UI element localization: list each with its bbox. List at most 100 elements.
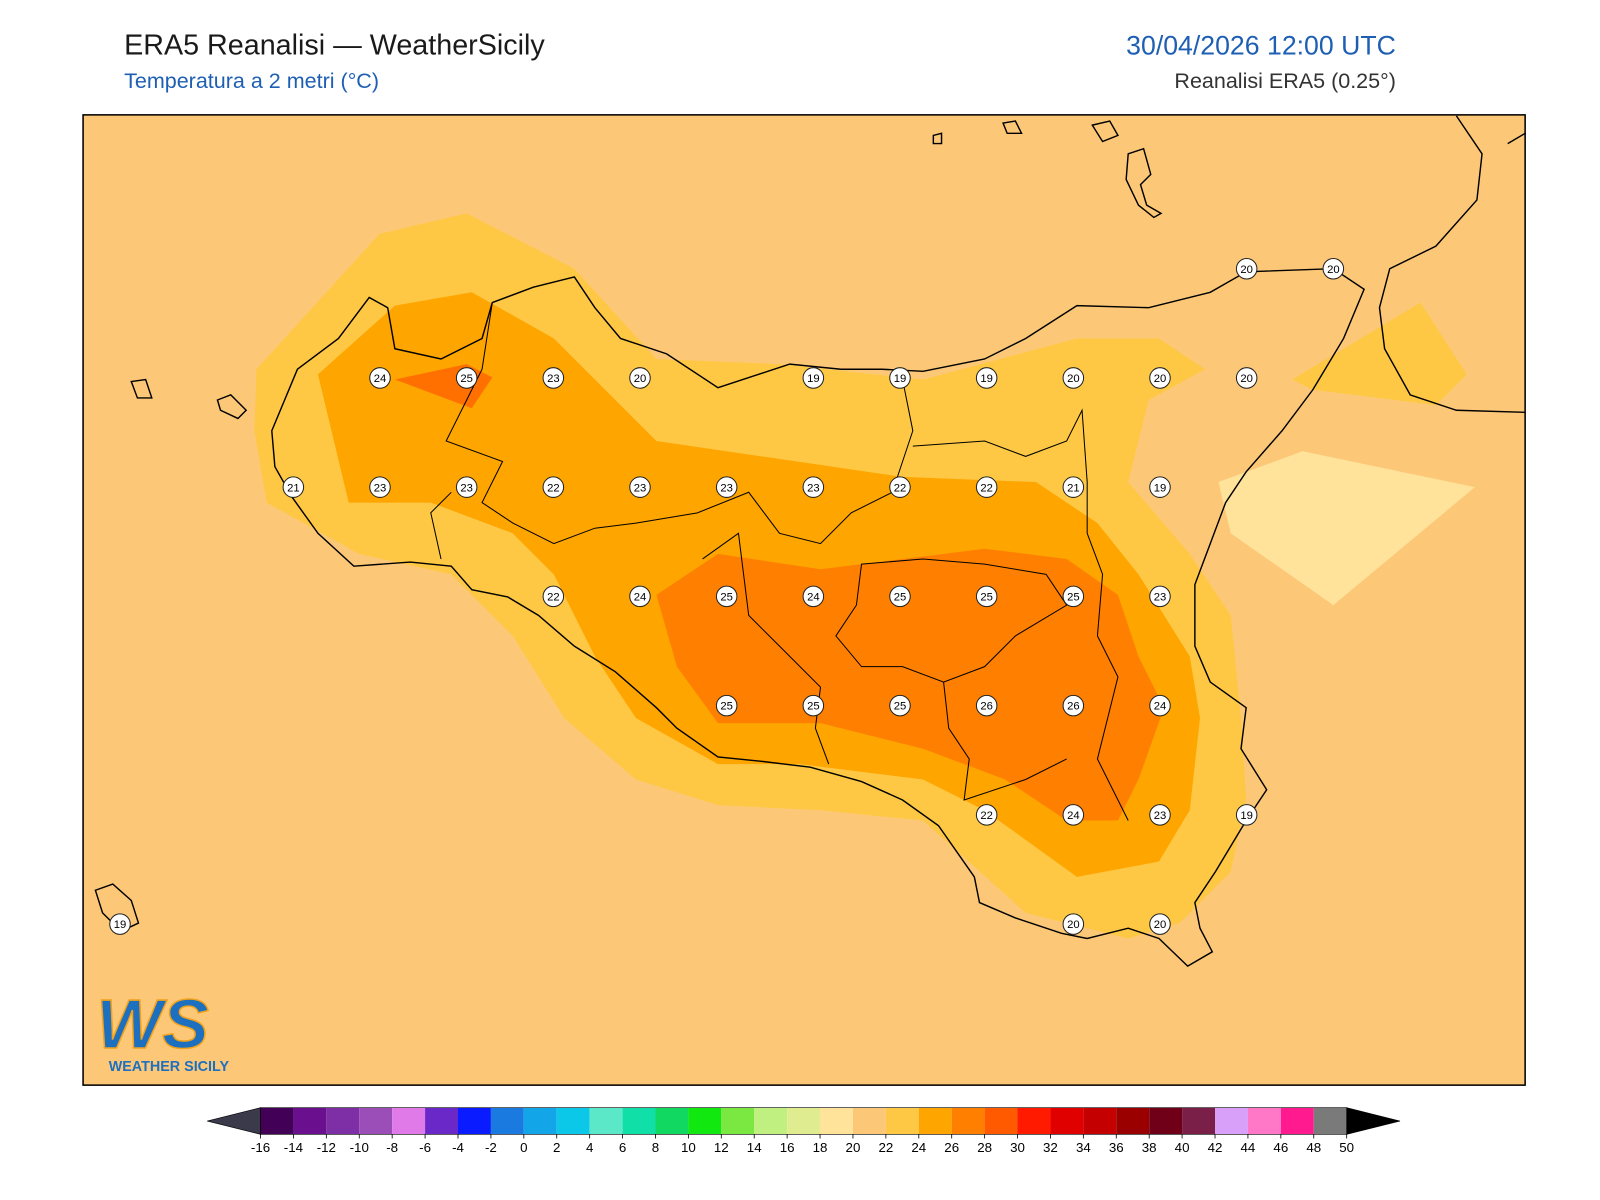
station-value: 23 — [634, 482, 647, 494]
station-marker — [455, 367, 478, 389]
station-value: 23 — [1154, 810, 1167, 822]
station-marker — [715, 585, 738, 608]
island — [1125, 147, 1163, 219]
station-value: 26 — [1067, 701, 1080, 713]
colorbar-swatch — [1215, 1107, 1248, 1135]
colorbar-tick-label: 32 — [1043, 1140, 1058, 1155]
province-border — [943, 681, 1067, 801]
station-value: 22 — [547, 482, 560, 494]
colorbar-tick-label: 4 — [586, 1140, 594, 1155]
station-marker — [1149, 694, 1171, 717]
station-value: 23 — [547, 373, 560, 385]
station-value: 19 — [114, 919, 127, 931]
colorbar-tick-label: 42 — [1208, 1140, 1223, 1155]
station-marker — [629, 585, 651, 608]
station-marker — [1149, 913, 1171, 935]
station-marker — [542, 585, 565, 608]
station-marker — [282, 476, 305, 498]
colorbar-tick-label: -16 — [251, 1140, 270, 1155]
station-value: 20 — [1067, 373, 1080, 385]
colorbar-tick-label: -8 — [386, 1140, 398, 1155]
colorbar-tick-label: -14 — [284, 1140, 304, 1155]
station-value: 25 — [1067, 592, 1080, 604]
station-marker — [975, 476, 998, 498]
province-border — [430, 491, 452, 560]
colorbar-tick-label: 12 — [714, 1140, 729, 1155]
island — [130, 378, 153, 399]
colorbar-tick-label: 28 — [977, 1140, 992, 1155]
province-border — [912, 408, 1129, 821]
station-marker — [109, 913, 131, 935]
station-value: 24 — [1154, 701, 1167, 713]
island — [94, 883, 140, 933]
station-value: 24 — [634, 592, 647, 604]
colorbar-swatch — [787, 1107, 821, 1135]
station-marker — [802, 585, 825, 608]
station-value: 20 — [1154, 919, 1167, 931]
station-value: 20 — [1240, 264, 1253, 276]
station-value: 25 — [807, 701, 820, 713]
colorbar-tick-label: 6 — [619, 1140, 626, 1155]
colorbar-swatch — [293, 1107, 327, 1135]
colorbar-tick-label: 34 — [1076, 1140, 1091, 1155]
colorbar-tick-label: 38 — [1142, 1140, 1157, 1155]
colorbar-tick-label: 40 — [1175, 1140, 1190, 1155]
station-value: 21 — [287, 482, 300, 494]
station-value: 22 — [980, 810, 993, 822]
colorbar-swatch — [655, 1107, 689, 1135]
colorbar-swatch — [457, 1107, 491, 1135]
colorbar-tick-label: 10 — [681, 1140, 696, 1155]
station-marker — [369, 476, 391, 498]
station-marker — [802, 476, 825, 498]
station-value: 23 — [720, 482, 733, 494]
province-border — [835, 558, 1068, 683]
station-value: 26 — [980, 701, 993, 713]
colorbar-swatch — [688, 1107, 722, 1135]
station-marker — [1149, 585, 1171, 608]
map-frame — [82, 114, 1526, 1086]
colorbar-swatch — [820, 1107, 853, 1135]
station-marker — [369, 367, 391, 389]
colorbar-swatch — [754, 1107, 788, 1135]
colorbar-tick-label: 16 — [780, 1140, 795, 1155]
colorbar-tick-label: 24 — [911, 1140, 926, 1155]
station-value: 20 — [1067, 919, 1080, 931]
station-value: 19 — [807, 373, 820, 385]
title: ERA5 Reanalisi — WeatherSicily — [124, 29, 545, 61]
station-marker — [975, 367, 998, 389]
colorbar-swatch — [885, 1107, 919, 1135]
colorbar-swatch — [425, 1107, 458, 1135]
colorbar-tick-label: 20 — [846, 1140, 861, 1155]
station-value: 19 — [1154, 482, 1167, 494]
colorbar-swatch — [326, 1107, 360, 1135]
coastline — [271, 267, 1365, 968]
colorbar-swatch — [1149, 1107, 1183, 1135]
station-marker — [1149, 804, 1171, 826]
station-value: 24 — [807, 592, 820, 604]
province-border — [702, 532, 830, 765]
station-value: 22 — [547, 592, 560, 604]
coastline — [1507, 132, 1526, 145]
station-value: 25 — [980, 592, 993, 604]
station-value: 25 — [894, 592, 907, 604]
island — [216, 394, 248, 420]
colorbar-swatch — [984, 1107, 1018, 1135]
station-marker — [1235, 257, 1258, 280]
colorbar-swatch — [1247, 1107, 1281, 1135]
station-value: 25 — [720, 592, 733, 604]
colorbar-tick-label: 26 — [944, 1140, 959, 1155]
station-marker — [455, 476, 478, 498]
colorbar-tick-label: 14 — [747, 1140, 762, 1155]
colorbar-tick-label: -10 — [350, 1140, 369, 1155]
colorbar-under — [207, 1107, 261, 1135]
station-value: 19 — [1240, 810, 1253, 822]
station-marker — [802, 694, 825, 717]
colorbar-swatch — [1116, 1107, 1150, 1135]
station-value: 23 — [807, 482, 820, 494]
station-value: 24 — [1067, 810, 1080, 822]
map: 20 20 24 25 23 20 19 19 19 20 20 20 21 23 23 22 23 23 23 22… — [82, 114, 1526, 1086]
colorbar-swatch — [490, 1107, 524, 1135]
station-value: 20 — [1154, 373, 1167, 385]
station-marker — [1062, 694, 1085, 717]
colorbar-swatch — [1182, 1107, 1216, 1135]
